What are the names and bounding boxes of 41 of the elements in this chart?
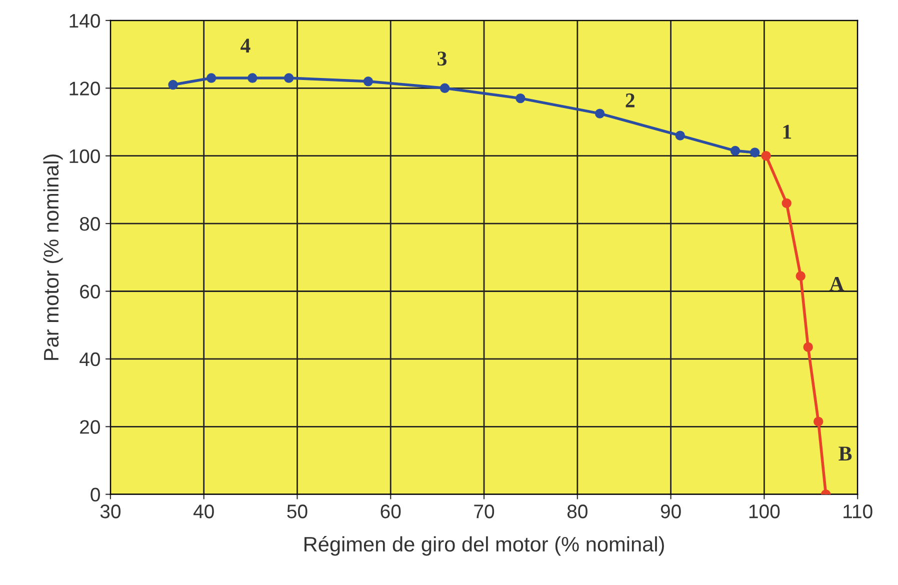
annotation: 1 <box>783 124 792 139</box>
y-tick-label: 40 <box>80 352 100 366</box>
annotation: 4 <box>240 38 250 52</box>
point <box>594 108 605 118</box>
point <box>284 73 294 83</box>
point <box>796 271 806 281</box>
point <box>730 146 740 156</box>
y-tick-label: 60 <box>80 284 100 298</box>
point <box>761 151 771 161</box>
y-tick-label: 140 <box>70 14 100 28</box>
y-tick-label: 120 <box>70 82 100 96</box>
y-tick-label: 80 <box>80 217 100 231</box>
annotation: A <box>829 276 844 291</box>
point <box>168 80 178 90</box>
point <box>750 148 760 158</box>
x-axis-title: Régimen de giro del motor (% nominal) <box>304 536 664 556</box>
y-tick-label: 20 <box>80 420 100 434</box>
y-tick-label: 100 <box>70 149 100 164</box>
annotation: 3 <box>438 52 447 66</box>
x-tick-label: 110 <box>844 504 872 518</box>
y-axis-title: Par motor (% nominal) <box>43 154 63 360</box>
point <box>440 83 450 94</box>
x-tick-label: 90 <box>660 504 681 518</box>
x-tick-label: 40 <box>193 504 214 518</box>
x-tick-label: 100 <box>749 504 780 518</box>
point <box>814 416 824 426</box>
point <box>782 198 792 208</box>
point <box>248 73 258 83</box>
x-tick-label: 60 <box>380 504 401 518</box>
point <box>516 93 526 104</box>
x-tick-label: 30 <box>100 504 121 518</box>
point <box>206 73 216 83</box>
annotation: 2 <box>626 93 634 108</box>
point <box>363 76 374 86</box>
x-tick-label: 80 <box>567 504 588 518</box>
point <box>675 130 686 140</box>
y-tick-label: 0 <box>90 488 100 502</box>
x-tick-label: 50 <box>287 504 308 518</box>
annotation: B <box>838 446 852 461</box>
x-tick-label: 70 <box>474 504 494 518</box>
point <box>803 342 813 352</box>
